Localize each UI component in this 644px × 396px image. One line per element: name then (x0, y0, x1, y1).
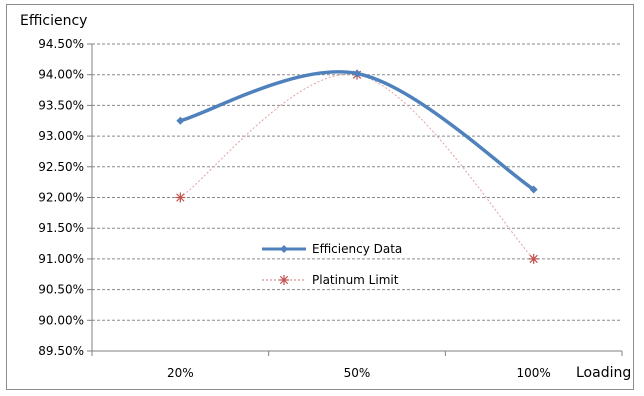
y-tick-label: 92.50% (38, 160, 84, 174)
y-tick-label: 91.50% (38, 221, 84, 235)
x-tick-label: 100% (517, 366, 551, 380)
efficiency-data-point (176, 116, 185, 125)
x-tick-label: 20% (167, 366, 194, 380)
y-tick-label: 94.50% (38, 37, 84, 51)
legend: Efficiency Data Platinum Limit (262, 242, 402, 287)
efficiency-data-point (529, 185, 538, 194)
y-tick-label: 92.00% (38, 191, 84, 205)
efficiency-data-point (353, 69, 361, 78)
y-tick-label: 93.50% (38, 98, 84, 112)
y-tick-label: 94.00% (38, 68, 84, 82)
y-tick-label: 91.00% (38, 252, 84, 266)
x-axis-title: Loading (576, 365, 631, 381)
y-axis-title: Efficiency (20, 13, 87, 29)
legend-label: Efficiency Data (312, 242, 402, 256)
series-efficiency-data (176, 69, 538, 194)
efficiency-data-line (179, 70, 535, 191)
y-tick-label: 90.50% (38, 283, 84, 297)
y-tick-label: 93.00% (38, 129, 84, 143)
platinum-limit-point (528, 253, 539, 264)
platinum-limit-point (175, 192, 186, 203)
legend-marker-efficiency-data (280, 245, 288, 253)
y-tick-label: 90.00% (38, 313, 84, 327)
x-tick-label: 50% (344, 366, 371, 380)
legend-marker-platinum-limit (279, 275, 289, 285)
legend-label: Platinum Limit (312, 273, 399, 287)
y-tick-label: 89.50% (38, 344, 84, 358)
